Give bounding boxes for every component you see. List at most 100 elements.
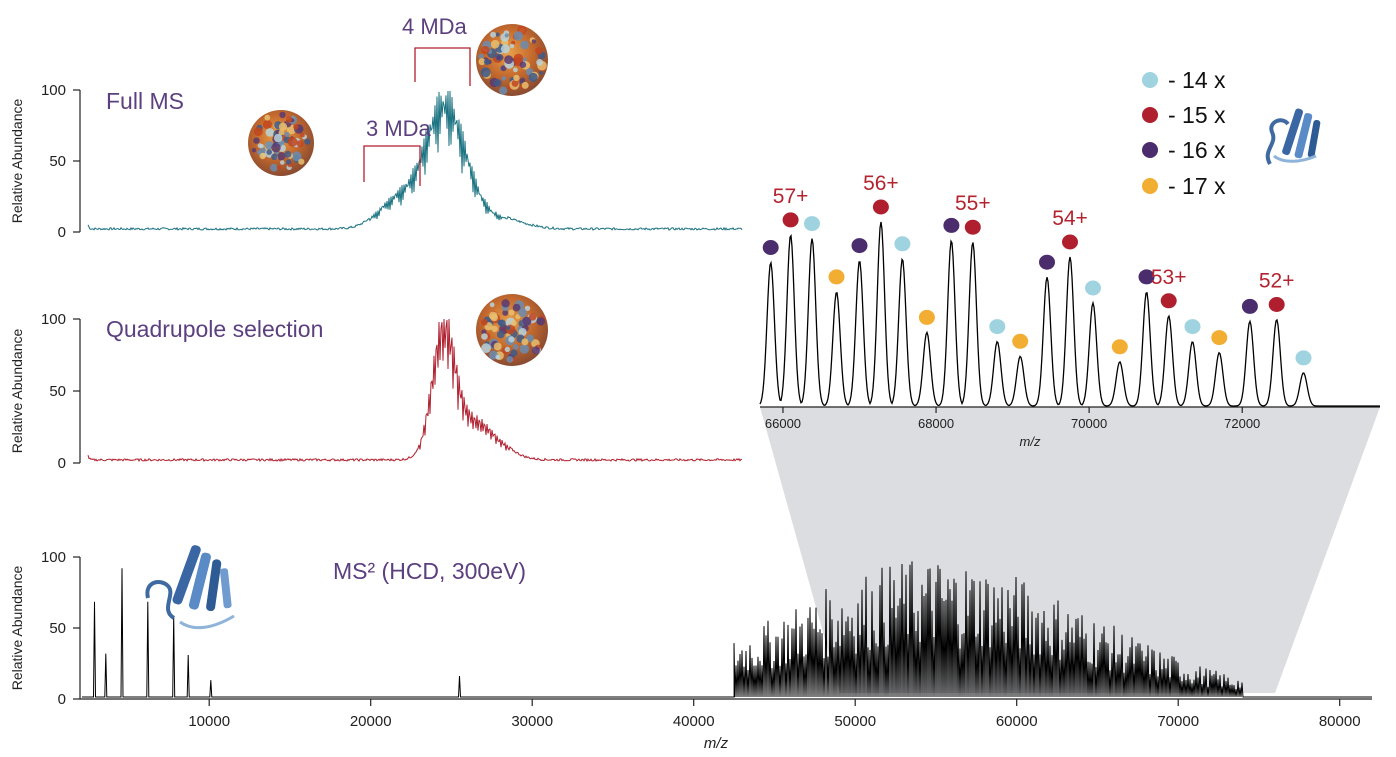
capsid-subunit — [266, 149, 272, 155]
legend-marker-16 — [1142, 142, 1158, 158]
capsid-subunit — [262, 120, 272, 130]
inset-peak-marker — [894, 236, 911, 252]
trace-inset — [759, 221, 1380, 407]
legend-label-16: - 16 x — [1168, 137, 1226, 163]
panel-label-ms2: MS² (HCD, 300eV) — [333, 558, 526, 584]
capsid-subunit — [287, 136, 298, 147]
capsid-subunit — [519, 61, 527, 68]
bracket-label-3mda: 3 MDa — [366, 116, 432, 141]
inset-x-tick-label: 66000 — [765, 416, 801, 431]
capsid-subunit — [257, 150, 262, 155]
x-tick-label: 40000 — [673, 713, 715, 730]
x-tick-label: 20000 — [350, 713, 392, 730]
protein-structure-icon — [1265, 108, 1321, 165]
inset-peak-marker — [1160, 293, 1177, 309]
capsid-subunit — [493, 342, 502, 351]
y-axis-title: Relative Abundance — [9, 566, 25, 691]
protein-structure-icon-ms2 — [145, 545, 235, 630]
x-axis-title: m/z — [704, 735, 729, 752]
panel-label-full-ms: Full MS — [106, 88, 184, 114]
inset-x-axis-title: m/z — [1020, 434, 1041, 449]
zoom-wedge — [760, 407, 1380, 693]
y-tick-label: 100 — [41, 549, 66, 566]
capsid-subunit — [483, 59, 490, 65]
capsid-subunit — [251, 148, 257, 153]
capsid-subunit — [531, 346, 540, 355]
inset-peak-marker — [828, 269, 845, 285]
inset-peak-marker — [943, 217, 960, 233]
trace-full-ms — [87, 90, 743, 231]
capsid-subunit — [495, 32, 500, 37]
capsid-subunit — [265, 128, 275, 137]
inset-peak-marker — [1138, 269, 1155, 285]
capsid-4mda-icon-quadrupole — [476, 294, 548, 366]
capsid-subunit — [496, 330, 505, 339]
capsid-subunit — [526, 334, 534, 343]
capsid-subunit — [510, 349, 518, 357]
inset-peak-marker — [1295, 350, 1312, 366]
capsid-subunit — [502, 309, 509, 316]
legend-label-17: - 17 x — [1168, 173, 1226, 199]
capsid-subunit — [513, 31, 523, 41]
inset-peak-marker — [1012, 333, 1029, 349]
capsid-4mda-icon — [476, 24, 548, 96]
capsid-subunit — [278, 129, 284, 136]
capsid-subunit — [278, 122, 288, 131]
inset-peak-marker — [964, 219, 981, 235]
capsid-subunit — [277, 152, 286, 161]
capsid-subunit — [521, 81, 529, 89]
y-axis-title: Relative Abundance — [9, 99, 25, 224]
capsid-subunit — [298, 158, 305, 165]
charge-state-label: 52+ — [1259, 270, 1295, 293]
legend-label-14: - 14 x — [1168, 67, 1226, 93]
capsid-subunit — [264, 114, 271, 121]
capsid-subunit — [276, 165, 282, 170]
capsid-subunit — [285, 159, 292, 165]
x-tick-label: 70000 — [1157, 713, 1199, 730]
inset-peak-marker — [1111, 339, 1128, 355]
capsid-subunit — [480, 318, 488, 326]
capsid-subunit — [501, 76, 507, 81]
inset-peak-marker — [1241, 298, 1258, 314]
capsid-subunit — [270, 163, 278, 172]
y-ticks-full-ms: 100 50 0 — [41, 82, 80, 241]
capsid-subunit — [304, 138, 311, 145]
legend-label-15: - 15 x — [1168, 102, 1226, 128]
capsid-subunit — [478, 53, 484, 60]
capsid-subunit — [519, 344, 530, 354]
capsid-subunit — [481, 45, 490, 55]
y-tick-label: 0 — [58, 455, 66, 472]
capsid-subunit — [528, 72, 538, 82]
inset-charge-labels: 57+ 56+ 55+ 54+ 53+ 52+ — [773, 172, 1295, 293]
bracket-label-4mda: 4 MDa — [402, 14, 468, 39]
capsid-subunit — [279, 111, 286, 119]
capsid-subunit — [539, 70, 544, 75]
capsid-subunit — [512, 303, 521, 312]
capsid-subunit — [511, 79, 519, 87]
capsid-subunit — [520, 40, 529, 50]
capsid-subunit — [481, 333, 488, 340]
y-tick-label: 0 — [58, 224, 66, 241]
capsid-subunit — [496, 55, 501, 60]
capsid-subunit — [536, 317, 546, 326]
capsid-subunit — [495, 354, 501, 360]
inset-peak-marker — [918, 309, 935, 325]
capsid-subunit — [500, 44, 510, 54]
inset-x-tick-label: 68000 — [918, 416, 954, 431]
capsid-subunit — [519, 77, 526, 83]
panel-full-ms: 100 50 0 Relative Abundance Full MS 3 MD… — [9, 14, 743, 241]
legend-marker-14 — [1142, 72, 1158, 88]
inset-peak-marker — [1184, 319, 1201, 335]
capsid-subunit — [253, 127, 263, 137]
capsid-subunit — [271, 143, 281, 153]
y-tick-label: 100 — [41, 311, 66, 328]
y-axis-title: Relative Abundance — [9, 329, 25, 454]
charge-state-label: 57+ — [773, 185, 809, 208]
capsid-subunit — [253, 137, 260, 144]
capsid-subunit — [291, 151, 302, 162]
x-tick-label: 80000 — [1319, 713, 1361, 730]
legend-marker-17 — [1142, 178, 1158, 194]
capsid-subunit — [493, 79, 502, 87]
capsid-subunit — [490, 39, 500, 49]
inset-peak-marker — [989, 319, 1006, 335]
